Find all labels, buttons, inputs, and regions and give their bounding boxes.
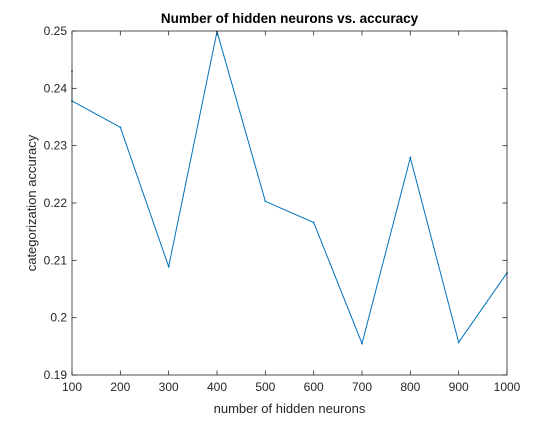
x-tick-label: 200 bbox=[110, 380, 130, 394]
data-point bbox=[264, 200, 267, 203]
x-tick-label: 700 bbox=[352, 380, 372, 394]
x-axis-label: number of hidden neurons bbox=[214, 401, 366, 416]
plot-area bbox=[72, 31, 507, 375]
x-tick-label: 400 bbox=[207, 380, 227, 394]
x-tick-label: 800 bbox=[400, 380, 420, 394]
chart-title: Number of hidden neurons vs. accuracy bbox=[161, 11, 419, 26]
x-tick-label: 900 bbox=[449, 380, 469, 394]
axes-layer: 100 200 300 400 500 600 700 800 900 1000 0.19 0.2 0.… bbox=[44, 24, 521, 394]
y-tick-label: 0.23 bbox=[44, 139, 68, 153]
y-tick-label: 0.2 bbox=[50, 311, 67, 325]
x-tick-label: 1000 bbox=[494, 380, 521, 394]
y-axis-label: categorization accuracy bbox=[24, 134, 39, 271]
y-tick-label: 0.24 bbox=[44, 81, 68, 95]
y-tick-label: 0.25 bbox=[44, 24, 68, 38]
data-point bbox=[119, 126, 122, 129]
y-tick-label: 0.19 bbox=[44, 368, 68, 382]
x-tick-label: 100 bbox=[62, 380, 82, 394]
y-tick-label: 0.21 bbox=[44, 253, 68, 267]
data-point bbox=[457, 341, 460, 344]
x-tick-label: 300 bbox=[159, 380, 179, 394]
y-tick-label: 0.22 bbox=[44, 196, 68, 210]
data-point bbox=[361, 342, 363, 345]
data-point bbox=[312, 221, 315, 224]
x-tick-label: 600 bbox=[304, 380, 324, 394]
data-point bbox=[167, 265, 170, 268]
data-point bbox=[409, 156, 412, 159]
x-tick-label: 500 bbox=[255, 380, 275, 394]
